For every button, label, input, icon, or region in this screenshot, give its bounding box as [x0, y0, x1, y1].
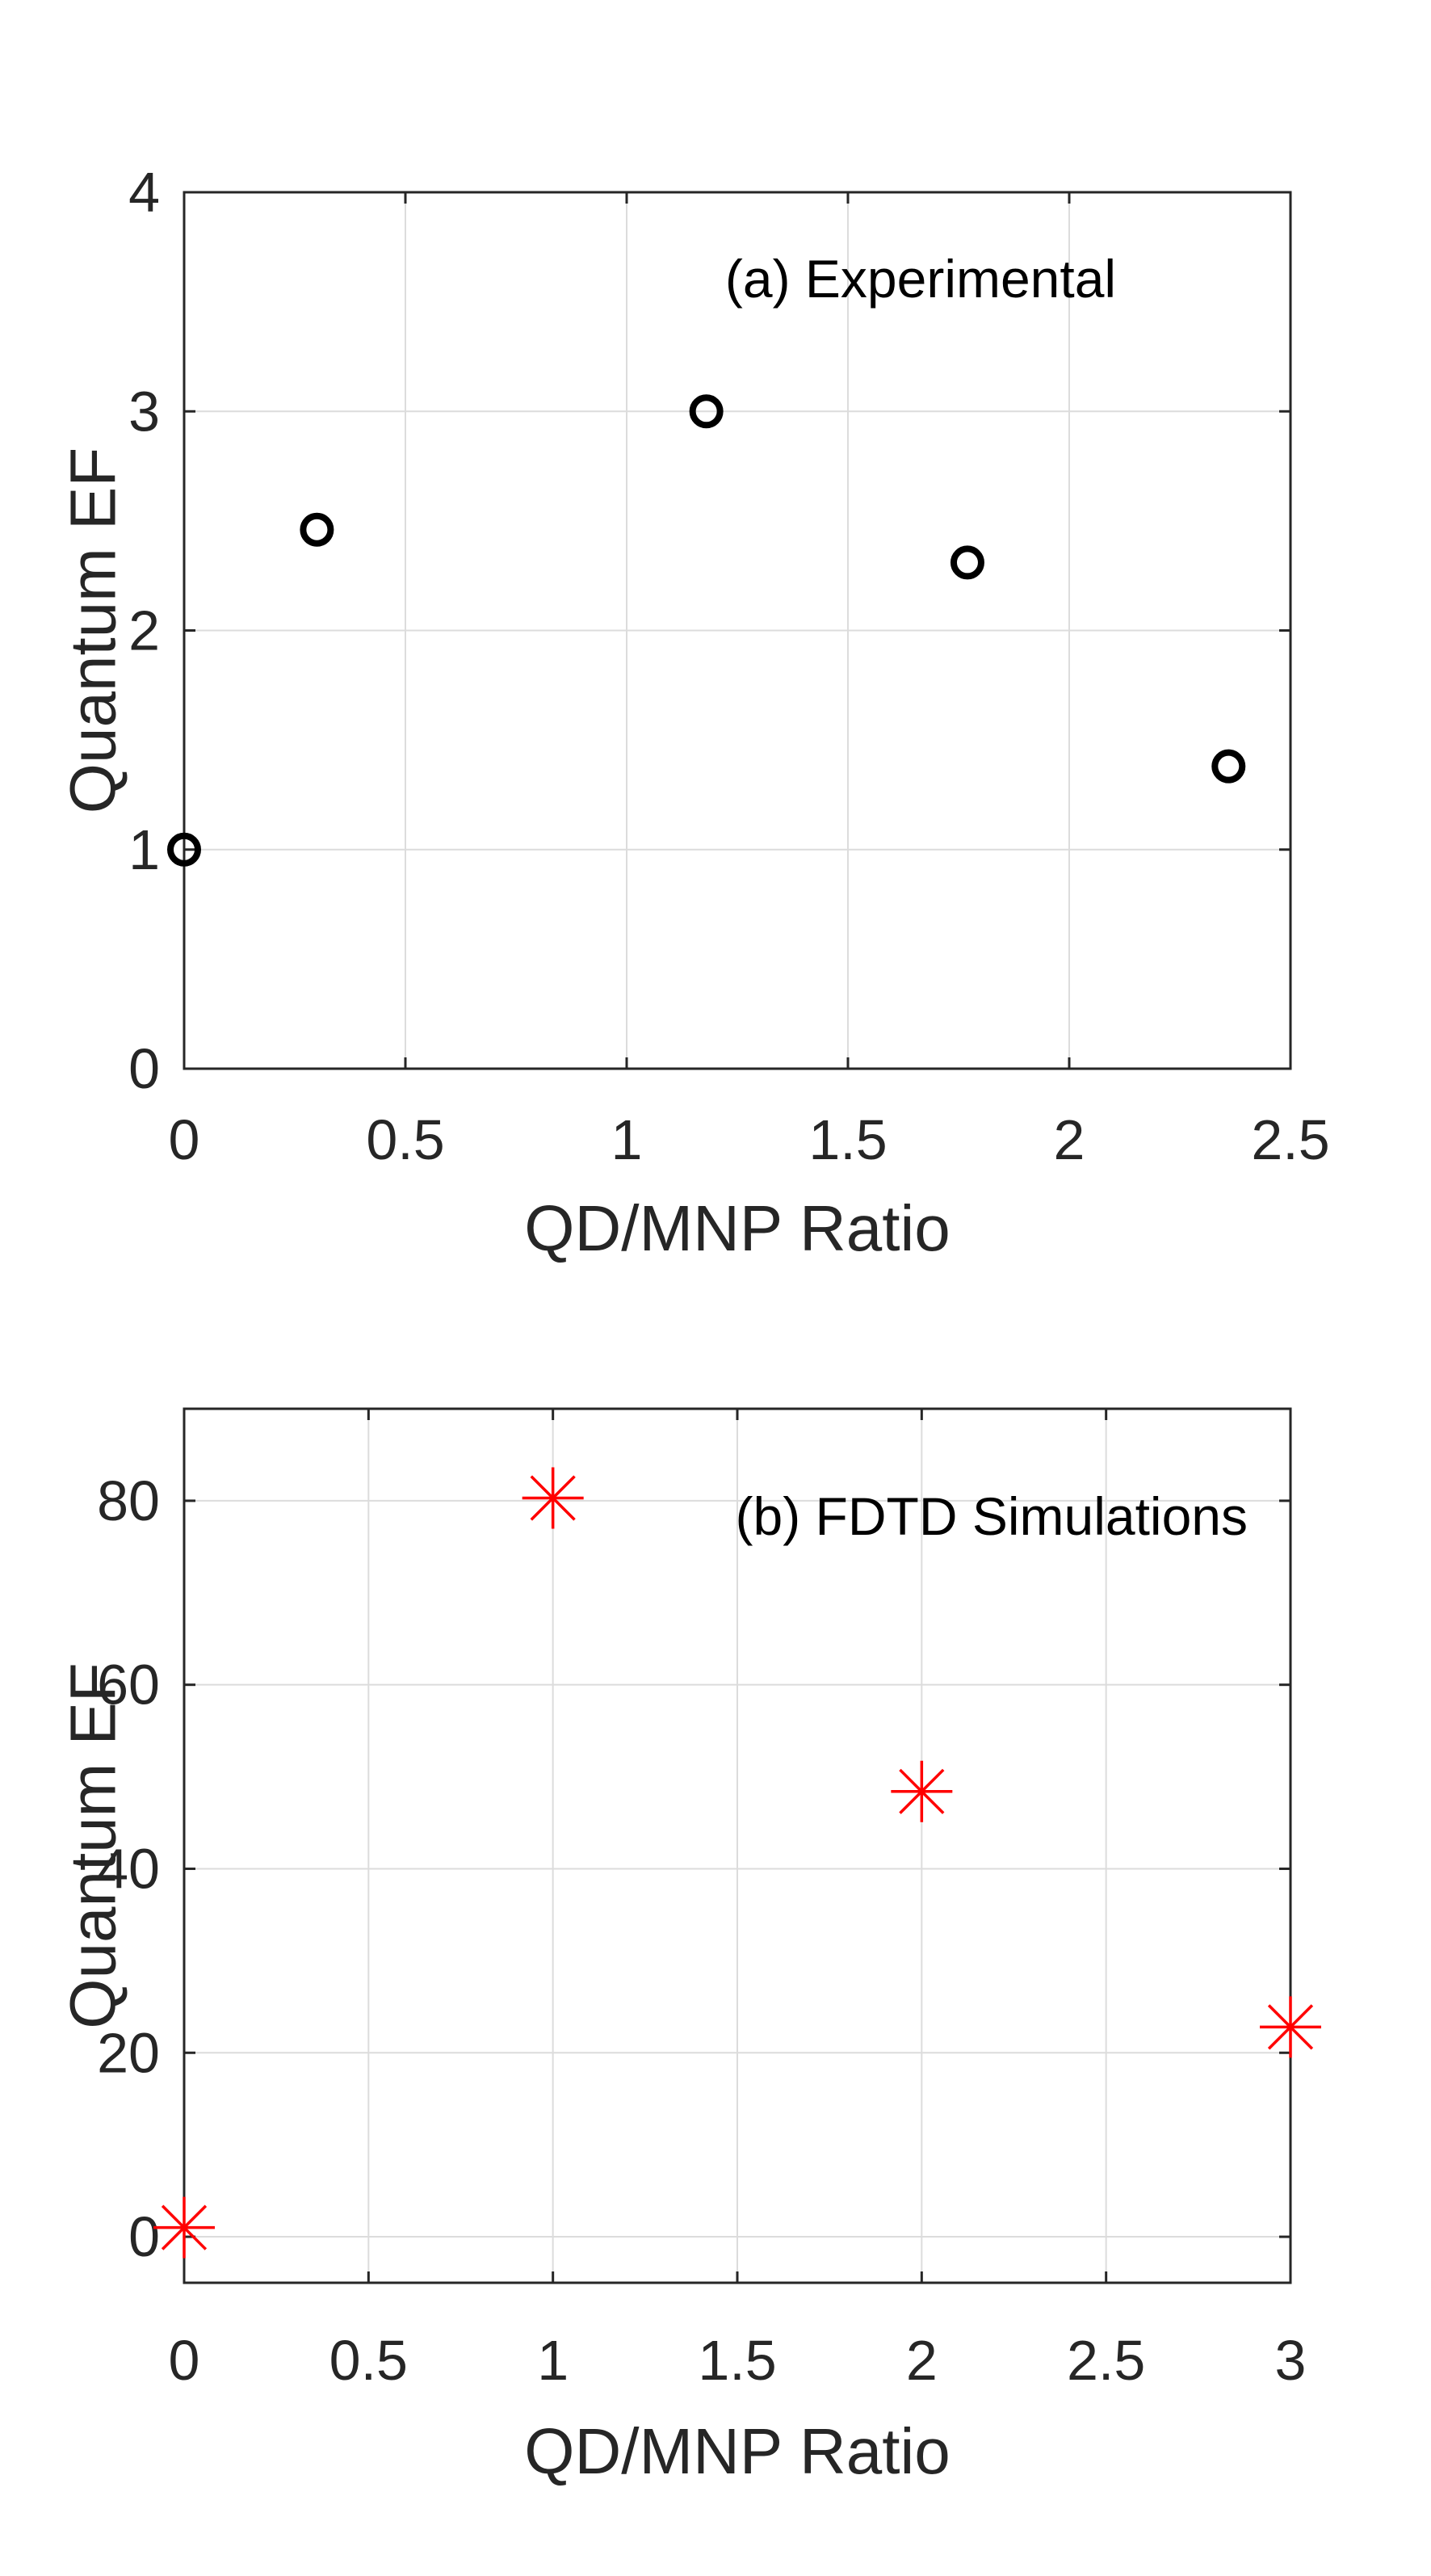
chart-b-y-tick-label: 20: [97, 2021, 160, 2084]
chart-a-y-tick-label: 4: [128, 161, 160, 224]
chart-a-x-tick-label: 1: [611, 1108, 643, 1171]
chart-a-axes-frame: [183, 191, 1292, 1070]
chart-b-x-tick-label: 2.5: [1067, 2329, 1145, 2392]
chart-a-annotation: (a) Experimental: [725, 249, 1116, 309]
chart-b-y-tick-label: 60: [97, 1654, 160, 1717]
chart-a-data-point: [689, 394, 724, 429]
chart-a-x-tick-label: 0: [169, 1108, 200, 1171]
chart-b-x-tick-label: 1.5: [698, 2329, 776, 2392]
chart-a-y-tick-label: 1: [128, 818, 160, 881]
chart-b-x-tick-label: 3: [1275, 2329, 1307, 2392]
chart-b-x-tick-label: 0: [169, 2329, 200, 2392]
chart-a-x-tick-label: 2.5: [1251, 1108, 1329, 1171]
chart-b-y-tick-label: 40: [97, 1837, 160, 1900]
chart-b-y-axis-title: Quantum EF: [57, 1662, 129, 2029]
chart-b-annotation: (b) FDTD Simulations: [736, 1486, 1248, 1546]
chart-a-y-tick-label: 0: [128, 1037, 160, 1100]
chart-b-data-point: [1260, 1996, 1321, 2058]
chart-a-x-tick-label: 2: [1054, 1108, 1085, 1171]
chart-b-axes-frame: [183, 1407, 1292, 2284]
chart-b-data-point: [522, 1467, 584, 1529]
chart-a-x-axis-title: QD/MNP Ratio: [524, 1192, 951, 1264]
chart-a-data-point: [1211, 749, 1246, 784]
chart-a-y-tick-label: 2: [128, 599, 160, 662]
chart-b-x-tick-label: 1: [537, 2329, 569, 2392]
chart-a-y-axis-title: Quantum EF: [57, 448, 129, 814]
chart-b-data-point: [891, 1760, 953, 1822]
chart-b-y-tick-label: 80: [97, 1469, 160, 1532]
chart-a-data-point: [300, 512, 334, 547]
chart-b-y-tick-label: 0: [128, 2205, 160, 2268]
chart-experimental: 0 0.5 1 1.5 2 2.5 0 1 2 3 4 QD/MNP Ratio Quantum EF (…: [57, 161, 1330, 1264]
chart-a-x-tick-label: 1.5: [808, 1108, 887, 1171]
chart-b-x-tick-label: 0.5: [329, 2329, 408, 2392]
chart-a-data-point: [950, 545, 984, 580]
chart-a-x-tick-label: 0.5: [366, 1108, 444, 1171]
chart-b-data-point: [153, 2196, 215, 2259]
chart-b-x-axis-title: QD/MNP Ratio: [524, 2415, 951, 2487]
chart-b-x-tick-label: 2: [906, 2329, 938, 2392]
chart-a-y-tick-label: 3: [128, 380, 160, 443]
chart-a-data-point: [167, 832, 201, 867]
chart-fdtd-simulations: 0 0.5 1 1.5 2 2.5 3 0 20 40 60 80 QD/MNP Ratio Quantu…: [57, 1407, 1321, 2487]
